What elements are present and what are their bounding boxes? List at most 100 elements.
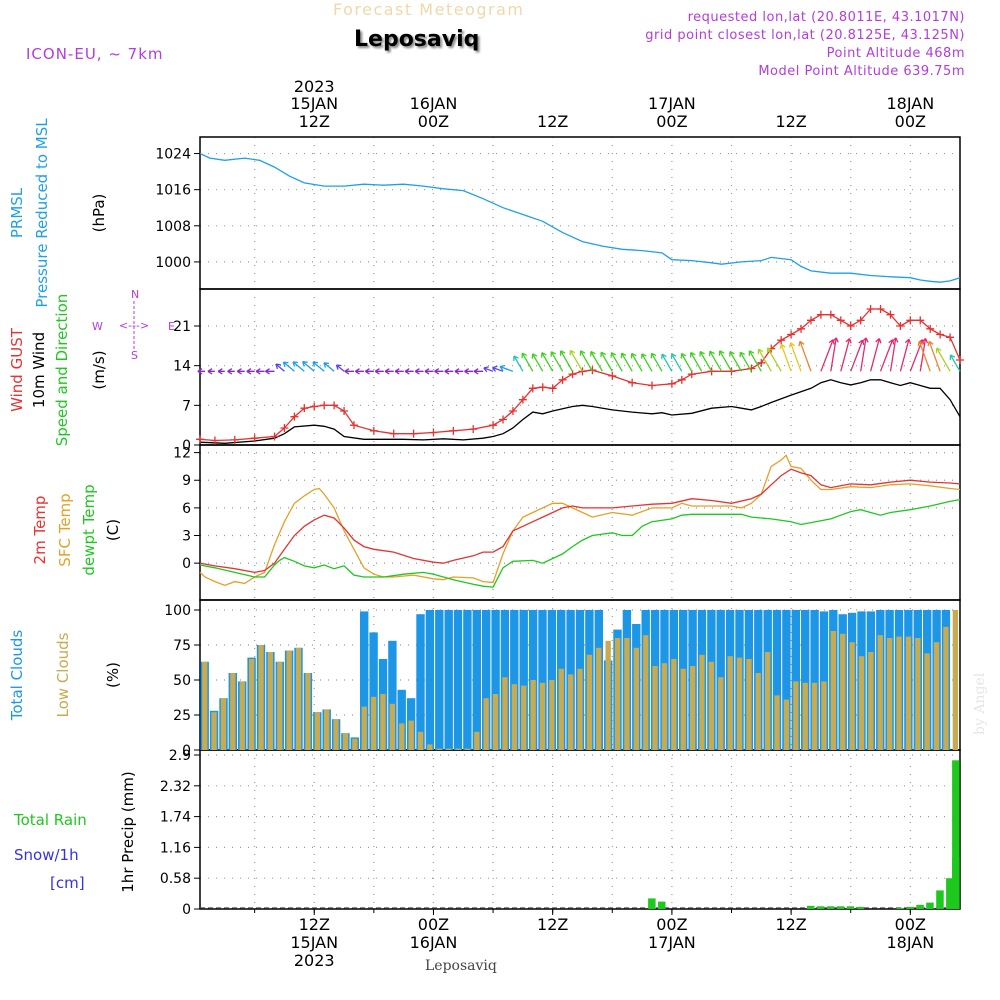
wind-arrow-55 xyxy=(739,351,752,372)
model-altitude: Model Point Altitude 639.75m xyxy=(758,64,965,79)
ytick-label-clouds-3: 75 xyxy=(173,638,191,654)
total-cloud-bar-23 xyxy=(416,614,425,750)
low-cloud-bar-42 xyxy=(596,647,602,750)
low-cloud-bar-36 xyxy=(539,682,546,750)
low-cloud-bar-75 xyxy=(905,636,912,750)
gust-marker-48 xyxy=(846,322,855,330)
low-cloud-bar-25 xyxy=(436,748,442,750)
low-cloud-bar-39 xyxy=(568,674,574,750)
panel-frame-temp xyxy=(199,444,961,601)
gust-marker-30 xyxy=(608,371,617,380)
gust-marker-32 xyxy=(648,381,657,390)
gust-marker-59 xyxy=(956,356,964,364)
low-cloud-bar-68 xyxy=(840,633,846,750)
low-cloud-bar-73 xyxy=(887,638,893,750)
gust-marker-22 xyxy=(518,395,527,404)
ytick-label-temp-1: 3 xyxy=(182,529,191,545)
low-cloud-bar-45 xyxy=(624,638,630,750)
wind-arrow-61 xyxy=(798,340,812,372)
wind-arrow-58 xyxy=(766,347,782,372)
low-cloud-bar-41 xyxy=(586,654,593,750)
t2m-line xyxy=(199,468,961,574)
gust-marker-54 xyxy=(906,316,915,325)
wind-arrow-52 xyxy=(709,350,723,372)
low-cloud-bar-59 xyxy=(755,673,761,750)
low-cloud-bar-67 xyxy=(830,631,836,750)
wind-arrow-42 xyxy=(610,352,623,372)
top-time-label-1-1: 00Z xyxy=(418,112,449,131)
wind-arrow-32 xyxy=(513,355,524,372)
low-cloud-bar-22 xyxy=(408,720,414,750)
total-cloud-bar-33 xyxy=(510,610,519,750)
low-cloud-bar-30 xyxy=(483,698,489,750)
wind-arrow-6 xyxy=(255,368,265,375)
wind-arrow-30 xyxy=(491,365,504,372)
gust-marker-28 xyxy=(578,367,587,376)
bottom-time-label-5-1: 18JAN xyxy=(886,933,934,952)
low-cloud-bar-65 xyxy=(811,682,818,750)
low-cloud-bar-5 xyxy=(249,659,255,750)
gust-marker-43 xyxy=(797,324,806,333)
low-cloud-bar-66 xyxy=(821,681,827,750)
total-cloud-bar-18 xyxy=(369,632,378,750)
gust-marker-33 xyxy=(667,379,676,388)
low-cloud-bar-34 xyxy=(521,685,527,750)
low-cloud-bar-21 xyxy=(399,723,405,750)
wind-arrow-51 xyxy=(699,350,713,372)
total-cloud-bar-20 xyxy=(388,640,397,750)
ytick-label-precip-3: 1.74 xyxy=(160,810,191,826)
gust-marker-3 xyxy=(250,434,259,443)
rain-bar-13 xyxy=(946,878,954,909)
rain-bar-5 xyxy=(836,906,845,909)
bottom-time-label-0-1: 15JAN xyxy=(290,933,338,952)
low-cloud-bar-18 xyxy=(371,696,377,750)
ytick-label-clouds-0: 0 xyxy=(182,743,191,759)
bottom-time-label-0-0: 12Z xyxy=(299,915,330,934)
top-time-label-1-0: 16JAN xyxy=(410,94,458,113)
panel-frame-precip xyxy=(199,749,961,910)
total-cloud-bar-31 xyxy=(491,610,500,750)
wind-arrow-72 xyxy=(919,337,929,372)
low-cloud-bar-62 xyxy=(783,699,790,750)
wind-arrow-8 xyxy=(275,363,285,372)
ylabel-unit-wind: (m/s) xyxy=(90,350,108,389)
total-cloud-bar-27 xyxy=(453,610,463,750)
low-cloud-bar-49 xyxy=(661,663,668,750)
bottom-time-label-2-0: 12Z xyxy=(537,915,568,934)
low-cloud-bar-52 xyxy=(690,666,696,750)
low-cloud-bar-77 xyxy=(924,653,930,750)
low-cloud-bar-56 xyxy=(727,656,733,750)
footer-location: Leposaviq xyxy=(425,958,497,974)
ytick-label-wind-3: 21 xyxy=(173,319,191,335)
low-cloud-bar-20 xyxy=(389,703,395,750)
bottom-time-label-5-0: 00Z xyxy=(895,915,926,934)
rain-bar-12 xyxy=(936,890,944,909)
low-cloud-bar-51 xyxy=(680,668,686,750)
low-cloud-bar-8 xyxy=(277,661,283,750)
wind-arrow-43 xyxy=(620,352,633,372)
ylabel-unit-clouds: (%) xyxy=(104,662,122,688)
gust-marker-23 xyxy=(528,384,537,393)
low-cloud-bar-17 xyxy=(361,706,367,750)
low-cloud-bar-15 xyxy=(342,733,349,750)
gust-marker-39 xyxy=(757,358,766,367)
gust-marker-15 xyxy=(409,429,418,438)
gust-marker-13 xyxy=(369,426,378,435)
top-time-label-0-1: 12Z xyxy=(299,112,330,131)
sfct-line xyxy=(199,454,961,586)
wind-arrow-46 xyxy=(650,352,663,372)
low-cloud-bar-55 xyxy=(718,677,724,750)
low-cloud-bar-26 xyxy=(446,748,452,750)
total-cloud-bar-21 xyxy=(397,689,406,750)
wind-arrow-39 xyxy=(579,350,593,372)
bottom-time-label-3-0: 00Z xyxy=(656,915,687,934)
gridpoint-coords: grid point closest lon,lat (20.8125E, 43… xyxy=(645,28,965,43)
total-cloud-bar-65 xyxy=(810,610,819,750)
low-cloud-bar-11 xyxy=(305,673,311,750)
low-cloud-bar-7 xyxy=(267,652,273,750)
wind-arrow-35 xyxy=(541,352,554,372)
ytick-label-temp-2: 6 xyxy=(182,501,191,517)
gust-marker-9 xyxy=(320,401,329,410)
low-cloud-bar-80 xyxy=(952,610,958,750)
ylabel-wind-gust: Wind GUST xyxy=(8,327,26,412)
